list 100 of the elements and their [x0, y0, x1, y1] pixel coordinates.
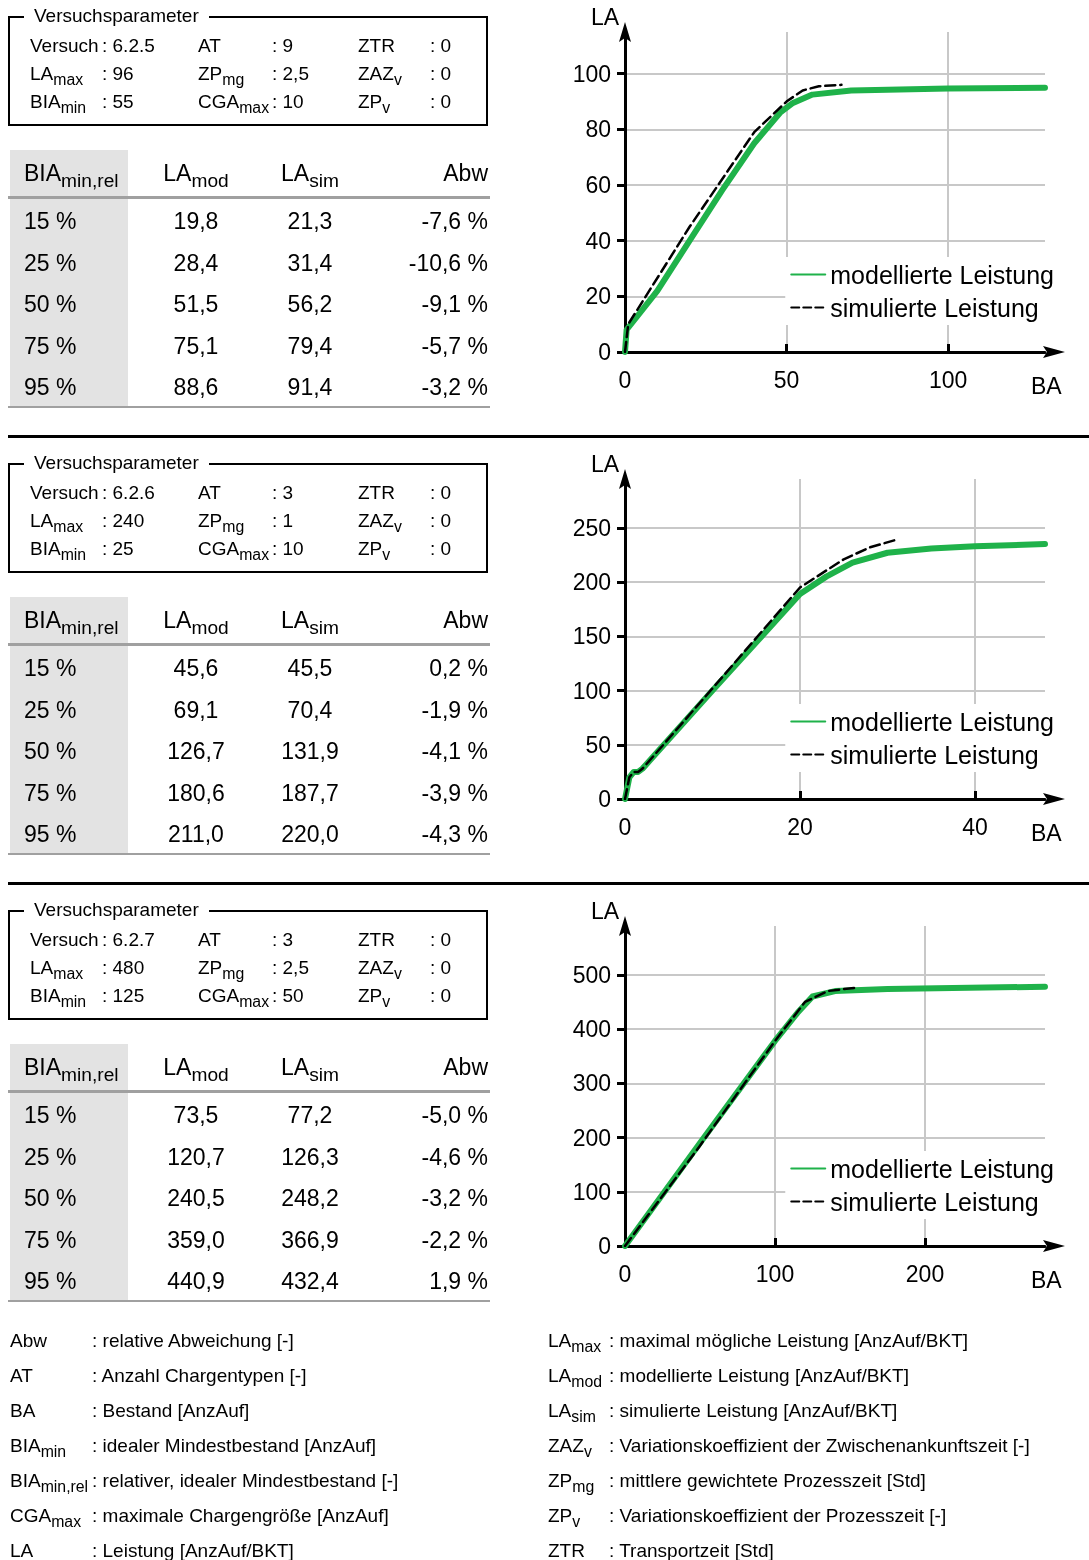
text: 51,5 — [173, 291, 219, 317]
text: ZAZ$_{v}$ — [358, 957, 402, 982]
text: 0,2 % — [429, 655, 488, 681]
text: 45,6 — [173, 655, 219, 681]
text: -3,2 % — [421, 1185, 488, 1211]
text: -5,7 % — [421, 332, 488, 359]
text: : 0 — [430, 63, 452, 84]
y-axis-title: LA — [590, 897, 620, 924]
text: 15 % — [24, 1102, 77, 1128]
text: : Anzahl Chargentypen [-] — [92, 1365, 307, 1386]
text: : 6.2.6 — [102, 482, 155, 503]
text: Versuchsparameter — [34, 899, 199, 920]
text: ZTR — [548, 1540, 585, 1560]
text: : 25 — [102, 538, 134, 559]
text: BIA$_{min}$ — [30, 91, 87, 116]
text: ZAZ$_{v}$ — [548, 1435, 592, 1460]
y-tick-label: 60 — [585, 172, 611, 199]
y-axis-title: LA — [590, 3, 620, 30]
text: : 3 — [272, 929, 294, 950]
x-tick-label: 50 — [773, 366, 800, 393]
text: -3,2 % — [421, 374, 488, 400]
text: : maximale Chargengröße [AnzAuf] — [92, 1505, 389, 1526]
text: LA$_{mod}$ — [548, 1365, 603, 1390]
text: 79,4 — [287, 332, 333, 359]
text: CGA$_{max}$ — [198, 985, 270, 1010]
text: ZTR — [358, 482, 395, 503]
text: : Variationskoeffizient der Prozesszeit [-] — [609, 1505, 947, 1526]
y-tick-label: 40 — [585, 227, 611, 254]
text: CGA$_{max}$ — [198, 538, 270, 563]
category-label: LA$_{sim}$ — [281, 607, 339, 638]
text: : relativer, idealer Mindestbestand [-] — [92, 1470, 399, 1491]
x-tick-label: 0 — [618, 366, 632, 393]
text: ZP$_{mg}$ — [198, 63, 245, 88]
text: 120,7 — [167, 1143, 225, 1170]
text: 75,1 — [173, 332, 219, 359]
text: 15 % — [24, 655, 77, 681]
text: 126,3 — [281, 1143, 339, 1170]
text: : modellierte Leistung [AnzAuf/BKT] — [609, 1365, 909, 1386]
text: 15 % — [24, 208, 77, 234]
text: 180,6 — [167, 779, 225, 806]
text: 126,7 — [167, 738, 225, 764]
text: ZP$_{v}$ — [358, 985, 391, 1010]
text: ZP$_{v}$ — [548, 1505, 581, 1530]
text: 73,5 — [173, 1102, 219, 1128]
text: 91,4 — [287, 374, 333, 400]
text: LA$_{max}$ — [548, 1330, 602, 1355]
text: : relative Abweichung [-] — [92, 1330, 294, 1351]
category-label: BIA$_{min,rel}$ — [24, 160, 119, 191]
text: : 96 — [102, 63, 134, 84]
text: : 0 — [430, 985, 452, 1006]
text: : simulierte Leistung [AnzAuf/BKT] — [609, 1400, 898, 1421]
text: CGA$_{max}$ — [198, 91, 270, 116]
x-tick-label: 40 — [962, 813, 988, 840]
text: -1,9 % — [421, 696, 488, 723]
text: LA$_{sim}$ — [548, 1400, 596, 1425]
text: : 0 — [430, 957, 452, 978]
text: : 55 — [102, 91, 134, 112]
text: -10,6 % — [408, 249, 488, 276]
legend-label: simulierte Leistung — [830, 1187, 1039, 1216]
y-tick-label: 400 — [572, 1016, 611, 1043]
x-axis-title: BA — [1031, 1266, 1063, 1293]
legend-label: simulierte Leistung — [830, 740, 1039, 769]
category-label: BIA$_{min,rel}$ — [24, 1054, 119, 1085]
text: -3,9 % — [421, 779, 488, 806]
text: : 10 — [272, 91, 304, 112]
text: : 0 — [430, 482, 452, 503]
x-axis-title: BA — [1031, 372, 1063, 399]
text: : 3 — [272, 482, 294, 503]
text: Versuch — [30, 929, 99, 950]
y-tick-label: 50 — [585, 731, 611, 758]
text: : mittlere gewichtete Prozesszeit [Std] — [609, 1470, 926, 1491]
text: 240,5 — [167, 1185, 225, 1211]
category-label: LA$_{sim}$ — [281, 1054, 339, 1085]
text: : 0 — [430, 510, 452, 531]
text: 25 % — [24, 696, 77, 723]
text: 95 % — [24, 374, 77, 400]
text: LA$_{max}$ — [30, 63, 84, 88]
y-tick-label: 100 — [572, 1178, 611, 1205]
text: : idealer Mindestbestand [AnzAuf] — [92, 1435, 377, 1456]
text: 440,9 — [167, 1268, 225, 1294]
text: BA — [10, 1400, 36, 1421]
text: : 240 — [102, 510, 145, 531]
text: 25 % — [24, 249, 77, 276]
text: : Variationskoeffizient der Zwischenankunftszeit [-] — [609, 1435, 1030, 1456]
text: 69,1 — [173, 696, 219, 723]
text: ZP$_{v}$ — [358, 538, 391, 563]
category-label: LA$_{mod}$ — [163, 1054, 229, 1085]
text: 45,5 — [287, 655, 333, 681]
text: LA — [10, 1540, 34, 1560]
text: 95 % — [24, 1268, 77, 1294]
text: -7,6 % — [421, 208, 488, 234]
text: 131,9 — [281, 738, 339, 764]
text: AT — [198, 35, 221, 56]
text: 366,9 — [281, 1226, 339, 1253]
text: ZTR — [358, 35, 395, 56]
text: LA$_{max}$ — [30, 510, 84, 535]
text: -4,1 % — [421, 738, 488, 764]
text: : 6.2.7 — [102, 929, 155, 950]
text: 432,4 — [281, 1268, 339, 1294]
text: AT — [198, 929, 221, 950]
